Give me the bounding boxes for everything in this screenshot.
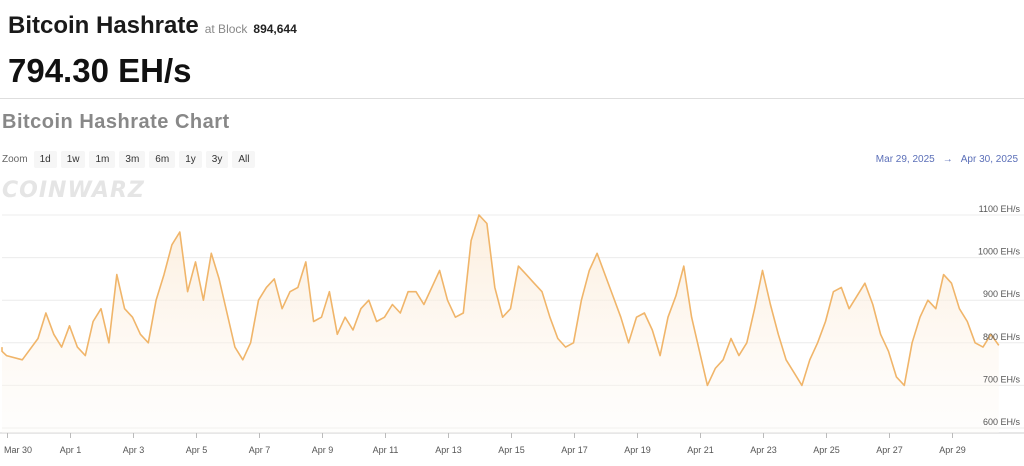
x-tick-label: Apr 29 — [939, 445, 966, 455]
x-tick-label: Apr 27 — [876, 445, 903, 455]
coinwarz-watermark: COINWARZ — [2, 178, 145, 203]
x-tick-label: Apr 17 — [561, 445, 588, 455]
range-from[interactable]: Mar 29, 2025 — [875, 154, 935, 165]
x-tick-label: Apr 1 — [60, 445, 82, 455]
chart-title: Bitcoin Hashrate Chart — [2, 111, 230, 133]
date-range: Mar 29, 2025 → Apr 30, 2025 — [876, 154, 1018, 165]
current-hashrate: 794.30 EH/s — [8, 52, 192, 89]
header: Bitcoin Hashrate at Block 894,644 — [8, 12, 297, 40]
x-tick-label: Apr 9 — [312, 445, 334, 455]
x-tick-label: Apr 15 — [498, 445, 525, 455]
x-tick-label: Apr 25 — [813, 445, 840, 455]
x-tick-label: Apr 21 — [687, 445, 714, 455]
x-tick-label: Apr 19 — [624, 445, 651, 455]
block-number: 894,644 — [253, 22, 297, 36]
zoom-all-button[interactable]: All — [232, 151, 256, 168]
zoom-controls: Zoom 1d 1w 1m 3m 6m 1y 3y All — [2, 151, 256, 168]
x-tick-label: Apr 3 — [123, 445, 145, 455]
zoom-3m-button[interactable]: 3m — [119, 151, 146, 168]
y-tick-label: 600 EH/s — [983, 417, 1021, 427]
y-axis-ticks: 600 EH/s 700 EH/s 800 EH/s 900 EH/s 1000 EH/… — [978, 204, 1021, 427]
zoom-1d-button[interactable]: 1d — [33, 151, 57, 168]
range-to[interactable]: Apr 30, 2025 — [960, 154, 1018, 165]
x-axis-ticks: Mar 30 Apr 1 Apr 3 Apr 5 Apr 7 Apr 9 Apr 11 Apr… — [4, 433, 966, 455]
at-block-label: at Block — [204, 22, 248, 36]
zoom-label: Zoom — [2, 154, 28, 165]
zoom-6m-button[interactable]: 6m — [149, 151, 176, 168]
x-tick-label: Apr 13 — [435, 445, 462, 455]
y-tick-label: 800 EH/s — [983, 332, 1021, 342]
x-tick-label: Apr 7 — [249, 445, 271, 455]
y-tick-label: 700 EH/s — [983, 374, 1021, 384]
y-tick-label: 900 EH/s — [983, 289, 1021, 299]
page-title: Bitcoin Hashrate — [8, 12, 199, 39]
x-tick-label: Apr 11 — [373, 445, 399, 455]
y-tick-label: 1100 EH/s — [979, 204, 1021, 214]
x-tick-label: Apr 5 — [186, 445, 208, 455]
x-tick-label: Apr 23 — [750, 445, 777, 455]
y-tick-label: 1000 EH/s — [978, 247, 1021, 257]
x-tick-label: Mar 30 — [4, 445, 32, 455]
hashrate-line — [1, 214, 1000, 387]
zoom-1w-button[interactable]: 1w — [60, 151, 86, 168]
divider — [0, 98, 1024, 99]
hashrate-area — [2, 215, 999, 433]
title-row: Bitcoin Hashrate at Block 894,644 — [8, 12, 297, 40]
zoom-1y-button[interactable]: 1y — [179, 151, 202, 168]
zoom-1m-button[interactable]: 1m — [89, 151, 116, 168]
zoom-3y-button[interactable]: 3y — [205, 151, 229, 168]
range-arrow: → — [942, 154, 953, 165]
